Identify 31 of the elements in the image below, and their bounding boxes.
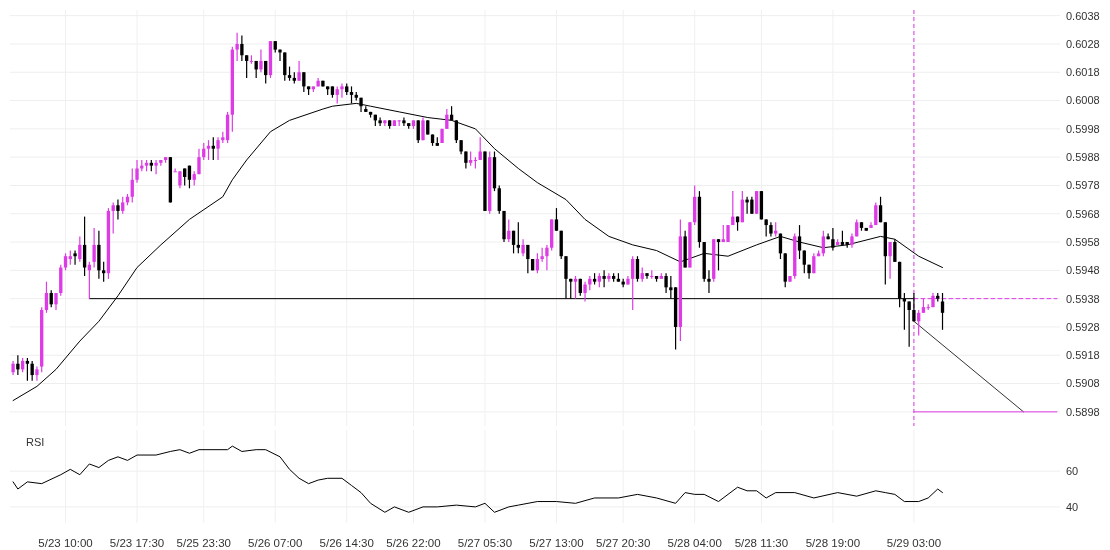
x-tick-label: 5/26 22:00 (386, 537, 441, 549)
y-tick-label: 0.5918 (1066, 349, 1100, 362)
x-tick-label: 5/26 14:30 (319, 537, 374, 549)
x-tick-label: 5/27 20:30 (596, 537, 651, 549)
y-tick-label: 0.5898 (1066, 405, 1100, 418)
x-tick-label: 5/28 04:00 (667, 537, 722, 549)
y-tick-label: 0.5938 (1066, 292, 1100, 305)
x-tick-label: 5/26 07:00 (248, 537, 303, 549)
y-tick-label: 0.5988 (1066, 151, 1100, 164)
x-tick-label: 5/27 05:30 (457, 537, 513, 549)
y-tick-label: 0.5928 (1066, 320, 1100, 333)
x-tick-label: 5/29 03:00 (886, 537, 942, 549)
x-tick-label: 5/28 19:00 (805, 537, 861, 549)
y-tick-label: 0.6018 (1066, 66, 1100, 79)
y-tick-label: 0.5958 (1066, 235, 1100, 248)
y-tick-label: 0.5998 (1066, 122, 1100, 135)
y-tick-label: 0.6038 (1066, 9, 1100, 22)
y-tick-label: 40 (1066, 500, 1079, 513)
y-tick-label: 0.5948 (1066, 264, 1100, 277)
y-tick-label: 0.5908 (1066, 377, 1100, 390)
x-tick-label: 5/28 11:30 (734, 537, 789, 549)
y-tick-label: 0.6008 (1066, 94, 1100, 107)
text: RSI (26, 436, 45, 448)
y-tick-label: 0.5968 (1066, 207, 1100, 220)
y-tick-label: 0.5978 (1066, 179, 1100, 192)
x-tick-label: 5/27 13:00 (529, 537, 584, 549)
x-tick-label: 5/25 23:30 (176, 537, 231, 549)
y-tick-label: 60 (1066, 464, 1079, 477)
x-tick-label: 5/23 10:00 (38, 537, 93, 549)
x-tick-label: 5/23 17:30 (109, 537, 165, 549)
y-tick-label: 0.6028 (1066, 37, 1100, 50)
